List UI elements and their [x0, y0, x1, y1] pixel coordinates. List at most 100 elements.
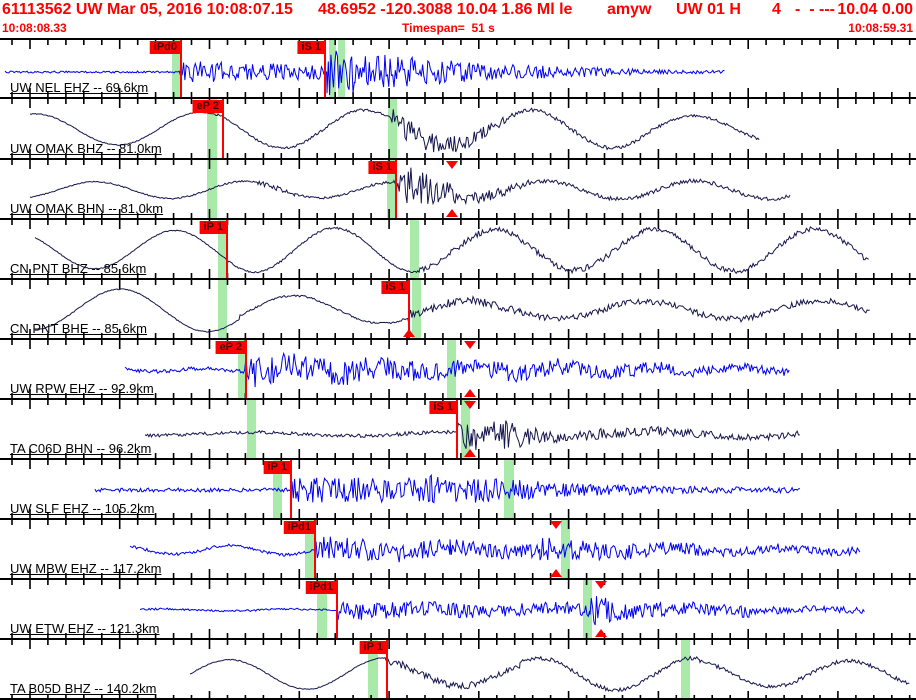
- waveform-trace: [4, 50, 725, 96]
- trace-label: TA C06D BHN -- 96.2km: [10, 441, 152, 456]
- time-ticks: [11, 520, 911, 578]
- pick-line: [245, 340, 247, 398]
- amp-marker-up-icon: [595, 629, 607, 637]
- waveform-trace: [34, 288, 870, 333]
- uncertainty-band: [388, 99, 397, 158]
- trace-label: CN PNT BHZ -- 85.6km: [10, 261, 147, 276]
- uncertainty-band: [583, 580, 592, 638]
- trace-row: eP 2 UW OMAK BHZ -- 81.0km: [0, 97, 916, 158]
- waveform-trace: [144, 420, 800, 451]
- pick-flag[interactable]: eP 2: [192, 100, 223, 113]
- pick-flag[interactable]: eP 2: [215, 341, 246, 354]
- amp-marker-down-icon: [595, 581, 607, 589]
- amp-marker-down-icon: [464, 341, 476, 349]
- pick-flag[interactable]: iP 1: [199, 221, 227, 234]
- waveform-trace: [139, 596, 865, 626]
- uncertainty-band: [329, 40, 336, 97]
- pick-flag[interactable]: iS 1: [429, 401, 457, 414]
- waveform-trace: [34, 226, 869, 275]
- event-origin-text: 61113562 UW Mar 05, 2016 10:08:07.15: [2, 1, 293, 18]
- network-code-text: UW 01 H: [676, 1, 741, 18]
- trace-row: iP 1 UW SLF EHZ -- 105.2km: [0, 458, 916, 518]
- waveform-canvas[interactable]: [0, 160, 916, 218]
- pick-line: [226, 220, 228, 278]
- header: 61113562 UW Mar 05, 2016 10:08:07.15 48.…: [0, 0, 916, 38]
- pick-line: [336, 580, 338, 638]
- pick-line: [222, 99, 224, 158]
- amp-marker-up-icon: [464, 449, 476, 457]
- waveform-canvas[interactable]: [0, 460, 916, 518]
- uncertainty-band: [412, 280, 421, 338]
- uncertainty-band: [504, 460, 514, 518]
- station-count-text: 4: [772, 1, 781, 18]
- amp-marker-up-icon: [550, 569, 562, 577]
- window-end-time: 10:08:59.31: [848, 21, 913, 35]
- amp-marker-down-icon: [446, 161, 458, 169]
- trace-row: iS 1 CN PNT BHE -- 85.6km: [0, 278, 916, 338]
- uncertainty-band: [561, 520, 570, 578]
- waveform-canvas[interactable]: [0, 520, 916, 578]
- uncertainty-band: [238, 340, 247, 398]
- pick-line: [456, 400, 458, 458]
- uncertainty-band: [218, 220, 227, 278]
- trace-label: UW MBW EHZ -- 117.2km: [10, 561, 162, 576]
- trace-label: UW OMAK BHN -- 81.0km: [10, 201, 164, 216]
- analyst-text: amyw: [607, 1, 652, 18]
- waveform-canvas[interactable]: [0, 340, 916, 398]
- time-ticks: [11, 460, 911, 518]
- trace-label: UW ETW EHZ -- 121.3km: [10, 621, 160, 636]
- trace-panels: iPd0 iS 1 UW NEL EHZ -- 69.6km eP 2 UW OMAK …: [0, 38, 916, 700]
- trace-label: CN PNT BHE -- 85.6km: [10, 321, 148, 336]
- amp-marker-up-icon: [464, 389, 476, 397]
- pick-flag[interactable]: iP 1: [263, 461, 291, 474]
- waveform-canvas[interactable]: [0, 640, 916, 700]
- uncertainty-band: [305, 520, 314, 578]
- trace-row: iP 1 CN PNT BHZ -- 85.6km: [0, 218, 916, 278]
- waveform-canvas[interactable]: [0, 400, 916, 458]
- waveform-trace: [124, 351, 790, 388]
- time-ticks: [11, 340, 911, 398]
- uncertainty-band: [317, 580, 327, 638]
- waveform-canvas[interactable]: [0, 220, 916, 278]
- uncertainty-band: [338, 40, 345, 97]
- trace-label: UW RPW EHZ -- 92.9km: [10, 381, 154, 396]
- pick-flag[interactable]: iS 1: [381, 281, 409, 294]
- pick-line: [290, 460, 292, 518]
- trace-row: iPd0 iS 1 UW NEL EHZ -- 69.6km: [0, 38, 916, 97]
- pick-line: [395, 160, 397, 218]
- time-ticks: [11, 640, 911, 700]
- uncertainty-band: [207, 99, 217, 158]
- pick-flag[interactable]: iPd1: [305, 581, 337, 594]
- pick-line: [314, 520, 316, 578]
- depth-rms-text: 10.04 0.00: [837, 1, 913, 18]
- pick-flag[interactable]: iS 1: [297, 41, 325, 54]
- pick-flag[interactable]: iS 1: [368, 161, 396, 174]
- trace-label: UW OMAK BHZ -- 81.0km: [10, 141, 162, 156]
- trace-row: iP 1 TA B05D BHZ -- 140.2km: [0, 638, 916, 700]
- amp-marker-down-icon: [550, 521, 562, 529]
- trace-label: UW SLF EHZ -- 105.2km: [10, 501, 155, 516]
- trace-label: UW NEL EHZ -- 69.6km: [10, 80, 149, 95]
- pick-flag[interactable]: iPd0: [149, 41, 181, 54]
- uncertainty-band: [368, 640, 378, 698]
- uncertainty-band: [387, 160, 396, 218]
- waveform-canvas[interactable]: [0, 99, 916, 158]
- window-start-time: 10:08:08.33: [2, 21, 67, 35]
- pick-flag[interactable]: iPd1: [283, 521, 315, 534]
- amp-marker-up-icon: [403, 329, 415, 337]
- pick-line: [324, 40, 326, 97]
- flag-dashes-text: - - ---: [795, 1, 835, 18]
- pick-line: [180, 40, 182, 97]
- uncertainty-band: [172, 40, 181, 97]
- trace-row: iS 1 TA C06D BHN -- 96.2km: [0, 398, 916, 458]
- trace-row: iPd1 UW ETW EHZ -- 121.3km: [0, 578, 916, 638]
- trace-row: eP 2 UW RPW EHZ -- 92.9km: [0, 338, 916, 398]
- time-ticks: [11, 160, 911, 218]
- pick-line: [386, 640, 388, 698]
- waveform-trace: [29, 167, 791, 206]
- pick-flag[interactable]: iP 1: [359, 641, 387, 654]
- waveform-trace: [189, 655, 910, 693]
- timespan-text: Timespan= 51 s: [402, 21, 495, 35]
- waveform-trace: [29, 107, 760, 153]
